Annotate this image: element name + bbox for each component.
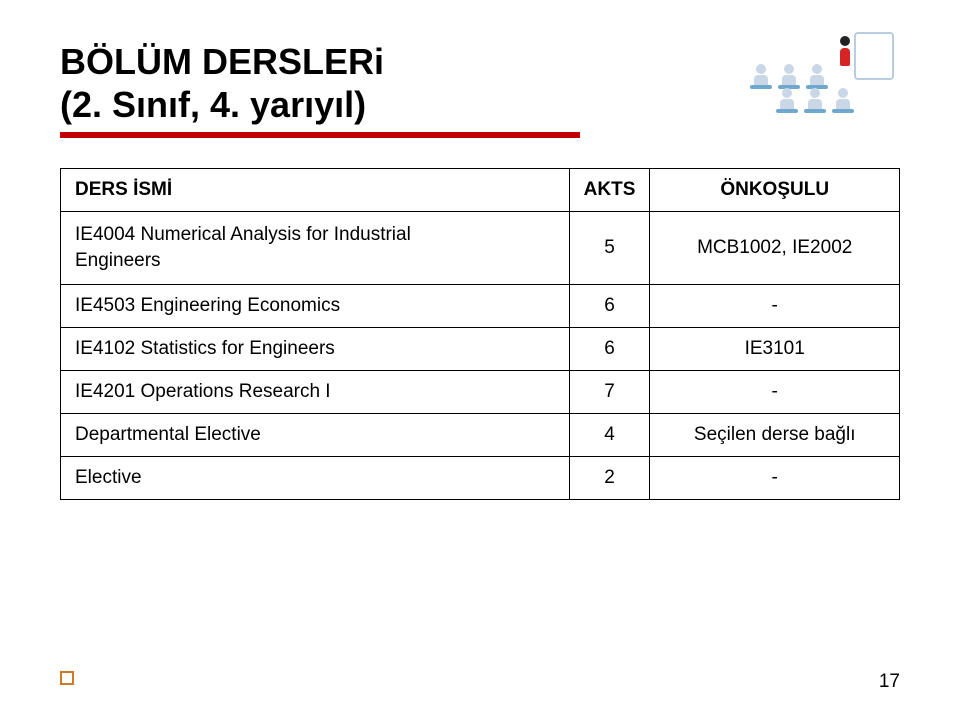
cell-name: IE4201 Operations Research I: [61, 370, 570, 413]
cell-akts: 6: [569, 284, 650, 327]
title-underline: [60, 132, 580, 138]
slide-title: BÖLÜM DERSLERi (2. Sınıf, 4. yarıyıl): [60, 40, 900, 126]
cell-prereq: -: [650, 284, 900, 327]
cell-name-line1: IE4004 Numerical Analysis for Industrial: [75, 224, 411, 245]
cell-akts: 4: [569, 413, 650, 456]
cell-name: Elective: [61, 456, 570, 499]
cell-name: IE4503 Engineering Economics: [61, 284, 570, 327]
cell-akts: 2: [569, 456, 650, 499]
slide-title-block: BÖLÜM DERSLERi (2. Sınıf, 4. yarıyıl): [60, 40, 900, 138]
cell-name: IE4004 Numerical Analysis for Industrial…: [61, 212, 570, 284]
footer-square-icon: [60, 671, 74, 685]
table-row: IE4102 Statistics for Engineers 6 IE3101: [61, 327, 900, 370]
cell-prereq: Seçilen derse bağlı: [650, 413, 900, 456]
table-row: IE4503 Engineering Economics 6 -: [61, 284, 900, 327]
col-header-name: DERS İSMİ: [61, 169, 570, 212]
table-row: Departmental Elective 4 Seçilen derse ba…: [61, 413, 900, 456]
title-line1: BÖLÜM DERSLERi: [60, 41, 384, 82]
table-row: Elective 2 -: [61, 456, 900, 499]
table-row: IE4004 Numerical Analysis for Industrial…: [61, 212, 900, 284]
cell-name: IE4102 Statistics for Engineers: [61, 327, 570, 370]
cell-name: Departmental Elective: [61, 413, 570, 456]
table-row: IE4201 Operations Research I 7 -: [61, 370, 900, 413]
cell-prereq: IE3101: [650, 327, 900, 370]
table-header-row: DERS İSMİ AKTS ÖNKOŞULU: [61, 169, 900, 212]
cell-name-line2: Engineers: [75, 250, 161, 271]
cell-prereq: MCB1002, IE2002: [650, 212, 900, 284]
cell-akts: 7: [569, 370, 650, 413]
cell-prereq: -: [650, 370, 900, 413]
page-number: 17: [879, 671, 900, 693]
col-header-prereq: ÖNKOŞULU: [650, 169, 900, 212]
cell-akts: 5: [569, 212, 650, 284]
slide-page: BÖLÜM DERSLERi (2. Sınıf, 4. yarıyıl) DE…: [0, 0, 960, 719]
cell-akts: 6: [569, 327, 650, 370]
course-table: DERS İSMİ AKTS ÖNKOŞULU IE4004 Numerical…: [60, 168, 900, 499]
title-line2: (2. Sınıf, 4. yarıyıl): [60, 84, 366, 125]
cell-prereq: -: [650, 456, 900, 499]
col-header-akts: AKTS: [569, 169, 650, 212]
